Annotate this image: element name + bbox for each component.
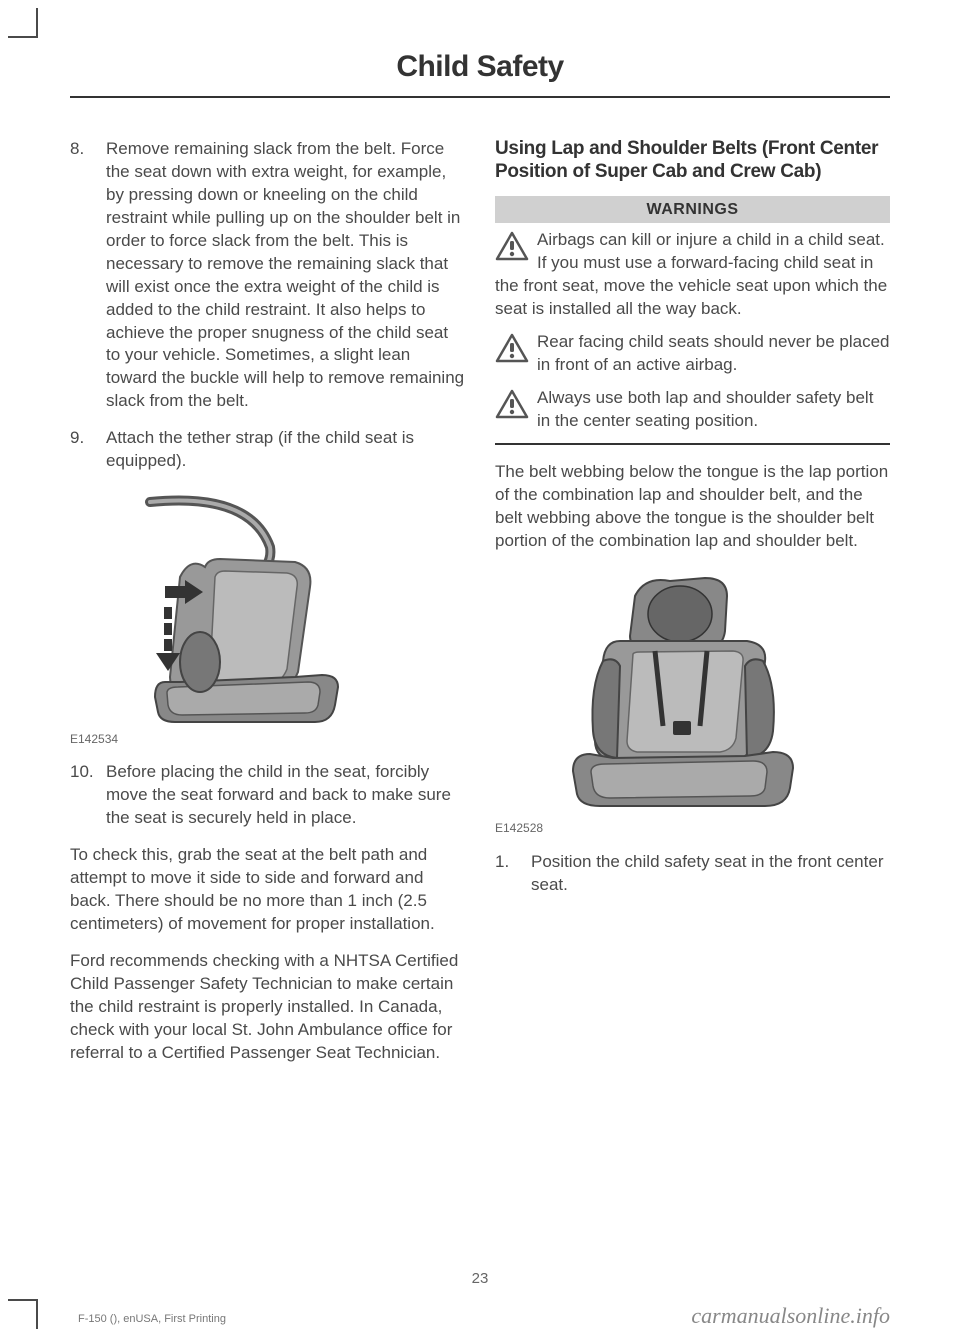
warning-triangle-icon — [495, 389, 529, 426]
list-item: 10. Before placing the child in the seat… — [70, 761, 465, 830]
warning-text: Always use both lap and shoulder safety … — [537, 388, 873, 430]
list-number: 10. — [70, 761, 94, 830]
content-columns: 8. Remove remaining slack from the belt.… — [70, 138, 890, 1079]
paragraph: The belt webbing below the tongue is the… — [495, 461, 890, 553]
list-item: 9. Attach the tether strap (if the child… — [70, 427, 465, 473]
paragraph: Ford recommends checking with a NHTSA Ce… — [70, 950, 465, 1065]
warnings-header: WARNINGS — [495, 196, 890, 224]
figure-child-seat: E142528 — [495, 566, 890, 836]
list-text: Attach the tether strap (if the child se… — [106, 427, 465, 473]
list-item: 8. Remove remaining slack from the belt.… — [70, 138, 465, 413]
warning-text: Airbags can kill or injure a child in a … — [495, 230, 887, 318]
crop-mark — [8, 1299, 38, 1329]
list-text: Remove remaining slack from the belt. Fo… — [106, 138, 465, 413]
figure-caption: E142528 — [495, 820, 890, 836]
list-item: 1. Position the child safety seat in the… — [495, 851, 890, 897]
footer-watermark: carmanualsonline.info — [691, 1303, 890, 1329]
paragraph: To check this, grab the seat at the belt… — [70, 844, 465, 936]
left-column: 8. Remove remaining slack from the belt.… — [70, 138, 465, 1079]
warning-triangle-icon — [495, 231, 529, 268]
section-heading: Using Lap and Shoulder Belts (Front Cent… — [495, 138, 890, 184]
list-number: 8. — [70, 138, 94, 413]
warnings-divider — [495, 443, 890, 445]
list-text: Position the child safety seat in the fr… — [531, 851, 890, 897]
list-number: 1. — [495, 851, 519, 897]
figure-caption: E142534 — [70, 731, 465, 747]
warning-item: Always use both lap and shoulder safety … — [495, 387, 890, 433]
right-column: Using Lap and Shoulder Belts (Front Cent… — [495, 138, 890, 1079]
list-text: Before placing the child in the seat, fo… — [106, 761, 465, 830]
figure-seat-tether: E142534 — [70, 487, 465, 747]
warning-item: Airbags can kill or injure a child in a … — [495, 229, 890, 321]
list-number: 9. — [70, 427, 94, 473]
warning-text: Rear facing child seats should never be … — [537, 332, 890, 374]
warning-item: Rear facing child seats should never be … — [495, 331, 890, 377]
warning-triangle-icon — [495, 333, 529, 370]
page-title: Child Safety — [70, 50, 890, 98]
crop-mark — [8, 8, 38, 38]
footer-left: F-150 (), enUSA, First Printing — [78, 1313, 226, 1325]
page-number: 23 — [0, 1270, 960, 1287]
